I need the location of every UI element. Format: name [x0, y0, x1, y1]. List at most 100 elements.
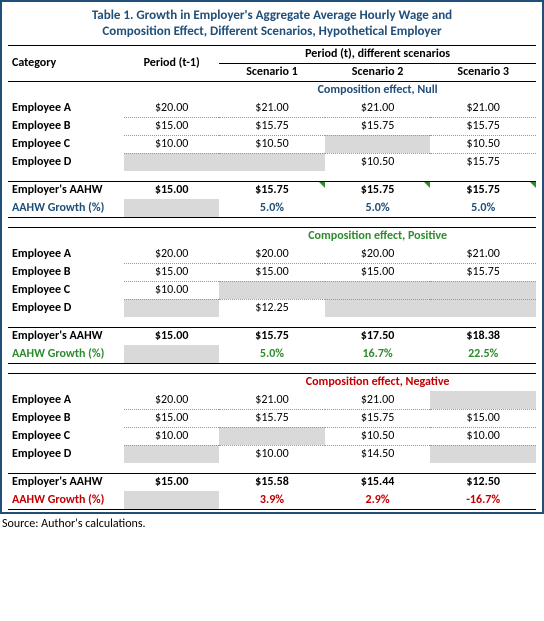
- neg-aahw-prev: $15.00: [124, 473, 219, 491]
- lab-growth-3: AAHW Growth (%): [8, 491, 124, 509]
- lab-empD: Employee D: [8, 153, 124, 171]
- null-s2-C: [325, 135, 431, 153]
- null-s3-A: $21.00: [430, 99, 536, 117]
- null-s1-C: $10.50: [219, 135, 325, 153]
- pos-empB: Employee B $15.00 $15.00 $15.00 $15.75: [8, 263, 536, 281]
- pos-prev-C: $10.00: [124, 281, 219, 299]
- neg-prev-D: [124, 445, 219, 463]
- pos-aahw-prev: $15.00: [124, 327, 219, 345]
- neg-aahw-s2: $15.44: [325, 473, 431, 491]
- neg-empC: Employee C $10.00 $10.50 $10.00: [8, 427, 536, 445]
- pos-s3-A: $21.00: [430, 245, 536, 263]
- hdr-sc3: Scenario 3: [430, 63, 536, 81]
- hdr-category: Category: [8, 45, 124, 81]
- null-s2-D: $10.50: [325, 153, 431, 171]
- pos-empD: Employee D $12.25: [8, 299, 536, 317]
- neg-growth-s1: 3.9%: [219, 491, 325, 509]
- null-s1-A: $21.00: [219, 99, 325, 117]
- null-prev-B: $15.00: [124, 117, 219, 135]
- lab-growth-2: AAHW Growth (%): [8, 345, 124, 363]
- pos-s1-D: $12.25: [219, 299, 325, 317]
- lab-aahw-3: Employer's AAHW: [8, 473, 124, 491]
- null-empC: Employee C $10.00 $10.50 $10.50: [8, 135, 536, 153]
- pos-s3-C: [430, 281, 536, 299]
- null-s2-A: $21.00: [325, 99, 431, 117]
- pos-aahw-s1: $15.75: [219, 327, 325, 345]
- pos-prev-B: $15.00: [124, 263, 219, 281]
- lab-empC-3: Employee C: [8, 427, 124, 445]
- neg-empD: Employee D $10.00 $14.50: [8, 445, 536, 463]
- neg-s2-C: $10.50: [325, 427, 431, 445]
- neg-s3-D: [430, 445, 536, 463]
- lab-empA: Employee A: [8, 99, 124, 117]
- pos-s2-A: $20.00: [325, 245, 431, 263]
- neg-s1-A: $21.00: [219, 391, 325, 409]
- null-aahw-s1: $15.75: [219, 181, 325, 199]
- lab-empA-2: Employee A: [8, 245, 124, 263]
- comp-pos-row: Composition effect, Positive: [8, 227, 536, 245]
- neg-s1-C: [219, 427, 325, 445]
- wage-table: Category Period (t-1) Period (t), differ…: [8, 45, 536, 510]
- pos-prev-A: $20.00: [124, 245, 219, 263]
- pos-growth-s3: 22.5%: [430, 345, 536, 363]
- neg-growth-s2: 2.9%: [325, 491, 431, 509]
- hdr-sc1: Scenario 1: [219, 63, 325, 81]
- title-line-1: Table 1. Growth in Employer's Aggregate …: [92, 8, 452, 23]
- pos-prev-D: [124, 299, 219, 317]
- neg-s3-A: [430, 391, 536, 409]
- pos-s1-A: $20.00: [219, 245, 325, 263]
- null-prev-D: [124, 153, 219, 171]
- null-growth-prev: [124, 199, 219, 217]
- null-s3-C: $10.50: [430, 135, 536, 153]
- lab-empC: Employee C: [8, 135, 124, 153]
- null-s1-B: $15.75: [219, 117, 325, 135]
- neg-s2-D: $14.50: [325, 445, 431, 463]
- source-note: Source: Author's calculations.: [0, 514, 544, 533]
- comp-null-row: Composition effect, Null: [8, 81, 536, 99]
- neg-aahw: Employer's AAHW $15.00 $15.58 $15.44 $12…: [8, 473, 536, 491]
- null-s1-D: [219, 153, 325, 171]
- lab-empB: Employee B: [8, 117, 124, 135]
- comp-neg-row: Composition effect, Negative: [8, 373, 536, 391]
- neg-s3-B: $15.00: [430, 409, 536, 427]
- neg-s2-B: $15.75: [325, 409, 431, 427]
- neg-empB: Employee B $15.00 $15.75 $15.75 $15.00: [8, 409, 536, 427]
- pos-aahw-s3: $18.38: [430, 327, 536, 345]
- pos-aahw-s2: $17.50: [325, 327, 431, 345]
- header-row-1: Category Period (t-1) Period (t), differ…: [8, 45, 536, 63]
- pos-aahw: Employer's AAHW $15.00 $15.75 $17.50 $18…: [8, 327, 536, 345]
- neg-growth-prev: [124, 491, 219, 509]
- null-prev-C: $10.00: [124, 135, 219, 153]
- null-empD: Employee D $10.50 $15.75: [8, 153, 536, 171]
- pos-s2-D: [325, 299, 431, 317]
- hdr-period-prev: Period (t-1): [124, 45, 219, 81]
- lab-empC-2: Employee C: [8, 281, 124, 299]
- null-growth-s1: 5.0%: [219, 199, 325, 217]
- hdr-sc2: Scenario 2: [325, 63, 431, 81]
- lab-empB-2: Employee B: [8, 263, 124, 281]
- lab-empA-3: Employee A: [8, 391, 124, 409]
- table-title: Table 1. Growth in Employer's Aggregate …: [8, 6, 536, 45]
- neg-aahw-s3: $12.50: [430, 473, 536, 491]
- lab-empB-3: Employee B: [8, 409, 124, 427]
- lab-growth: AAHW Growth (%): [8, 199, 124, 217]
- pos-s2-B: $15.00: [325, 263, 431, 281]
- neg-empA: Employee A $20.00 $21.00 $21.00: [8, 391, 536, 409]
- comp-pos-label: Composition effect, Positive: [219, 227, 536, 245]
- comp-null-label: Composition effect, Null: [219, 81, 536, 99]
- null-empA: Employee A $20.00 $21.00 $21.00 $21.00: [8, 99, 536, 117]
- pos-growth-prev: [124, 345, 219, 363]
- null-empB: Employee B $15.00 $15.75 $15.75 $15.75: [8, 117, 536, 135]
- null-growth-s3: 5.0%: [430, 199, 536, 217]
- title-line-2: Composition Effect, Different Scenarios,…: [102, 24, 441, 39]
- gap-2: [8, 363, 536, 373]
- pos-empA: Employee A $20.00 $20.00 $20.00 $21.00: [8, 245, 536, 263]
- pos-s1-B: $15.00: [219, 263, 325, 281]
- neg-s2-A: $21.00: [325, 391, 431, 409]
- neg-sep: [8, 463, 536, 473]
- neg-prev-C: $10.00: [124, 427, 219, 445]
- pos-empC: Employee C $10.00: [8, 281, 536, 299]
- neg-growth: AAHW Growth (%) 3.9% 2.9% -16.7%: [8, 491, 536, 509]
- null-sep: [8, 171, 536, 181]
- null-prev-A: $20.00: [124, 99, 219, 117]
